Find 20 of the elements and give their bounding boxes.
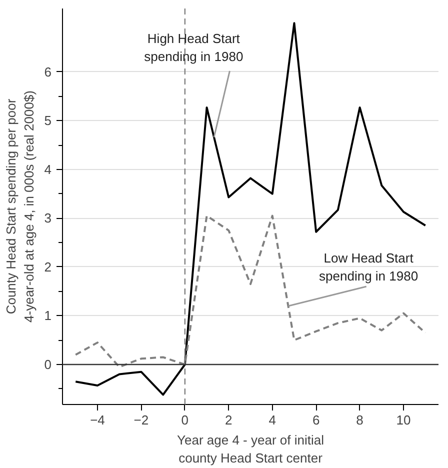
- y-tick-label: 6: [44, 64, 52, 80]
- y-tick-label: 3: [44, 210, 52, 226]
- x-tick-label: 4: [268, 412, 276, 428]
- y-tick-label: 5: [44, 113, 52, 128]
- x-tick-label: 8: [356, 412, 364, 428]
- line-series: [74, 22, 426, 396]
- x-tick-label: −4: [90, 412, 105, 428]
- y-tick-label: 4: [44, 162, 52, 177]
- y-tick-label: 1: [44, 308, 52, 324]
- x-tick-label: −2: [134, 412, 149, 428]
- x-tick-label: 2: [225, 412, 232, 428]
- x-tick-label: 6: [312, 412, 320, 428]
- y-tick-label: 0: [44, 357, 52, 372]
- x-tick-label: 0: [181, 412, 189, 428]
- annotation: High Head Start spending in 1980: [144, 31, 244, 64]
- x-axis-title: Year age 4 - year of initial county Head Start center: [177, 432, 324, 466]
- y-tick-label: 2: [44, 259, 52, 274]
- x-tick-label: 10: [396, 412, 411, 428]
- annotation: Low Head Start spending in 1980: [319, 250, 418, 284]
- y-axis-title: County Head Start spending per poor 4-year-old at age 4, in 000s (real 2000$): [3, 90, 36, 322]
